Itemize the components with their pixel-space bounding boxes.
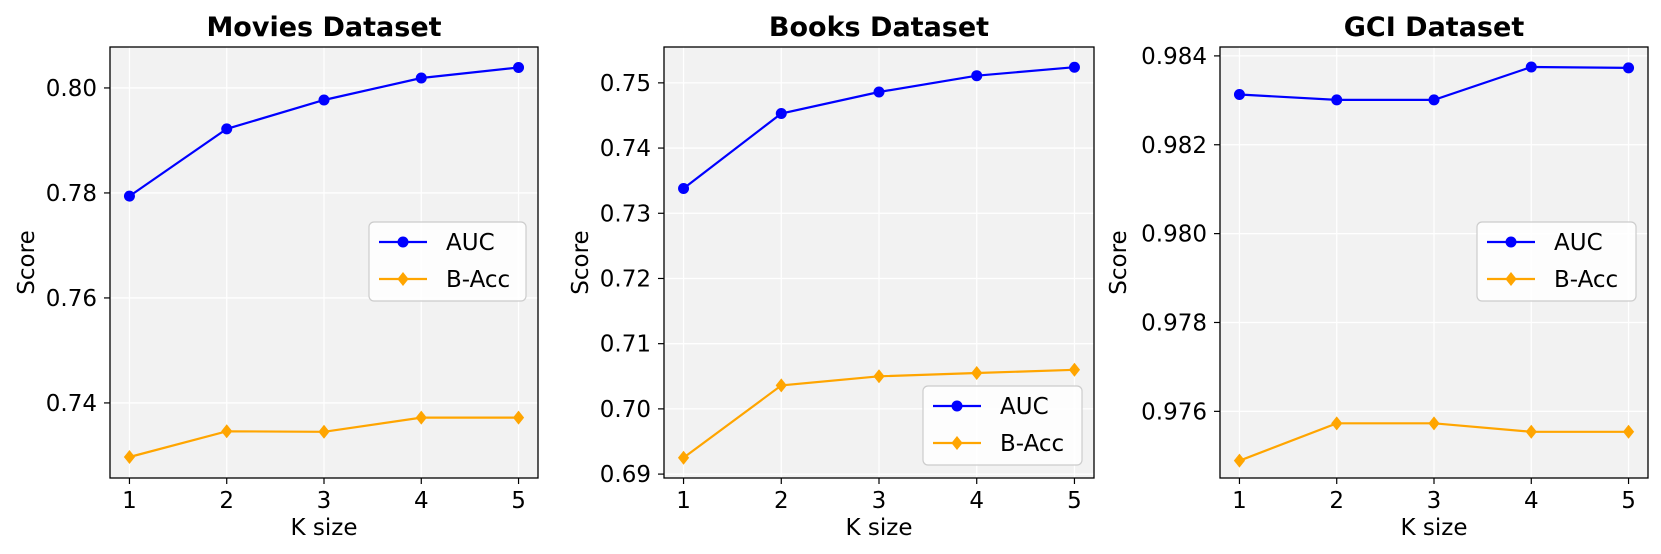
legend: AUC B-Acc	[922, 385, 1083, 466]
y-tick-label: 0.984	[1141, 44, 1207, 70]
x-tick-label: 3	[317, 488, 332, 514]
data-point-auc	[1068, 61, 1080, 73]
y-tick-label: 0.978	[1141, 310, 1207, 336]
x-tick-label: 1	[676, 488, 691, 514]
legend-marker-b-acc	[951, 436, 963, 450]
x-tick-label: 3	[1427, 488, 1442, 514]
x-tick-label: 3	[872, 488, 887, 514]
legend-label: AUC	[1000, 394, 1049, 420]
y-tick-label: 0.72	[600, 266, 651, 292]
x-tick-label: 1	[1232, 488, 1247, 514]
y-tick-label: 0.76	[46, 286, 97, 312]
data-point-auc	[1233, 89, 1245, 101]
data-point-b-acc	[123, 450, 136, 465]
chart-title: Books Dataset	[769, 12, 989, 43]
legend-label: AUC	[1554, 230, 1603, 256]
data-point-auc	[873, 86, 885, 98]
x-tick-label: 4	[969, 488, 984, 514]
data-point-auc	[415, 72, 427, 84]
y-tick-label: 0.80	[46, 76, 97, 102]
data-point-auc	[1331, 94, 1343, 106]
legend-label: B-Acc	[1000, 431, 1064, 457]
y-tick-label: 0.976	[1141, 399, 1207, 425]
chart-panel: 1 2 3 4 5 0.69 0.70 0.71 0.72 0.73 0.74 0.75 Books D…	[568, 12, 1095, 541]
data-point-b-acc	[873, 369, 885, 384]
x-tick-label: 2	[1329, 488, 1344, 514]
data-point-b-acc	[1525, 424, 1537, 439]
chart-title: Movies Dataset	[206, 12, 441, 43]
data-point-auc	[1428, 94, 1440, 106]
chart-panel: 1 2 3 4 5 0.976 0.978 0.980 0.982 0.984 GCI Datase…	[1106, 12, 1649, 541]
data-point-auc	[318, 94, 330, 106]
data-point-auc	[123, 190, 135, 202]
data-point-auc	[971, 70, 983, 82]
x-axis-label: K size	[846, 515, 913, 541]
y-tick-label: 0.70	[600, 397, 651, 423]
y-tick-label: 0.75	[600, 71, 651, 97]
x-tick-label: 1	[122, 488, 137, 514]
legend-marker-auc	[397, 236, 409, 248]
data-point-b-acc	[512, 410, 525, 425]
chart-panel: 1 2 3 4 5 0.74 0.76 0.78 0.80 Movies Dataset K siz…	[14, 12, 539, 541]
data-point-b-acc	[775, 378, 787, 393]
y-axis-label: Score	[1106, 230, 1132, 294]
data-point-b-acc	[971, 366, 983, 381]
y-tick-label: 0.74	[46, 391, 97, 417]
legend-marker-auc	[951, 400, 963, 412]
legend: AUC B-Acc	[1476, 221, 1637, 302]
y-axis-label: Score	[14, 230, 40, 294]
x-tick-label: 5	[1067, 488, 1082, 514]
y-tick-label: 0.74	[600, 136, 651, 162]
data-point-auc	[513, 61, 525, 73]
data-point-auc	[1623, 62, 1635, 74]
data-point-b-acc	[318, 424, 330, 439]
legend-marker-b-acc	[1505, 272, 1517, 286]
y-axis-label: Score	[568, 230, 594, 294]
data-point-b-acc	[1068, 362, 1081, 377]
chart-title: GCI Dataset	[1344, 12, 1525, 43]
data-point-auc	[221, 123, 233, 135]
data-point-auc	[1525, 61, 1537, 73]
y-tick-label: 0.69	[600, 462, 651, 488]
data-point-b-acc	[677, 450, 690, 465]
y-tick-label: 0.71	[600, 332, 651, 358]
data-point-b-acc	[1622, 424, 1635, 439]
data-point-b-acc	[415, 410, 427, 425]
legend-label: AUC	[446, 230, 495, 256]
y-tick-label: 0.78	[46, 181, 97, 207]
x-tick-label: 2	[219, 488, 234, 514]
data-point-auc	[678, 182, 690, 194]
legend-marker-auc	[1505, 236, 1517, 248]
legend-marker-b-acc	[397, 272, 409, 286]
data-point-b-acc	[1331, 416, 1343, 431]
y-tick-label: 0.980	[1141, 222, 1207, 248]
data-point-b-acc	[1428, 416, 1440, 431]
data-point-b-acc	[221, 424, 233, 439]
x-tick-label: 4	[414, 488, 429, 514]
x-tick-label: 5	[511, 488, 526, 514]
data-point-b-acc	[1233, 453, 1246, 468]
y-tick-label: 0.982	[1141, 133, 1207, 159]
x-axis-label: K size	[1401, 515, 1468, 541]
x-tick-label: 5	[1621, 488, 1636, 514]
legend-label: B-Acc	[446, 267, 510, 293]
legend-label: B-Acc	[1554, 267, 1618, 293]
x-tick-label: 2	[774, 488, 789, 514]
legend: AUC B-Acc	[368, 221, 527, 302]
data-point-auc	[775, 108, 787, 120]
y-tick-label: 0.73	[600, 201, 651, 227]
x-tick-label: 4	[1524, 488, 1539, 514]
x-axis-label: K size	[291, 515, 358, 541]
